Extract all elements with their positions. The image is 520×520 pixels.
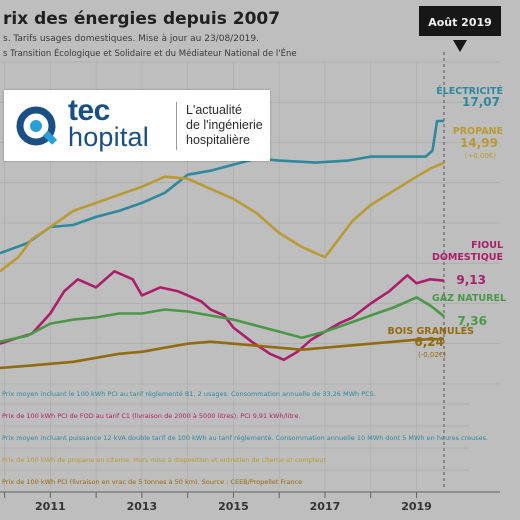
- x-tick-label: 2011: [35, 500, 66, 513]
- logo-tagline-line-2: de l'ingénierie: [186, 118, 263, 132]
- series-value-0: 17,07: [462, 95, 500, 109]
- series-value-4: 6,24: [414, 335, 444, 349]
- x-axis: 2011 2013 2015 2017 2019: [0, 491, 500, 513]
- x-tick-label: 2015: [218, 500, 249, 513]
- highlight-label: Août 2019: [428, 16, 492, 29]
- series-name-0: ÉLECTRICITÉ: [436, 85, 503, 97]
- chart-title: rix des énergies depuis 2007: [3, 9, 280, 29]
- series-line-0: [0, 119, 444, 255]
- series-line-2: [0, 270, 445, 362]
- footnote-1: Prix de 100 kWh PCI de FOD au tarif C1 (…: [2, 412, 301, 420]
- highlight-badge: Août 2019: [419, 6, 501, 52]
- footnote-3: Prix de 100 kWh de propane en citerne. H…: [2, 456, 328, 464]
- series-layer: [0, 119, 445, 370]
- series-line-1: [0, 161, 445, 273]
- series-name-1: PROPANE: [453, 126, 503, 137]
- series-line-4: [0, 337, 445, 370]
- series-name-2-line2: DOMESTIQUE: [432, 252, 503, 263]
- x-tick-label: 2019: [401, 500, 432, 513]
- logo-tagline-line-3: hospitalière: [186, 133, 250, 147]
- logo-brand-tec: tec: [68, 94, 110, 127]
- series-value-2: 9,13: [456, 273, 486, 287]
- highlight-arrow: [453, 40, 467, 52]
- chart-subtitle-1: s. Tarifs usages domestiques. Mise à jou…: [3, 34, 259, 44]
- series-name-4: BOIS GRANULÉS: [387, 325, 474, 337]
- series-sub-1: (+0,00€): [465, 152, 497, 160]
- series-value-3: 7,36: [457, 314, 487, 328]
- chart-subtitle-2: s Transition Écologique et Solidaire et …: [3, 47, 297, 59]
- series-name-2: FIOUL: [471, 240, 503, 251]
- logo-brand-hopital: hopital: [68, 122, 149, 152]
- series-name-3: GAZ NATUREL: [432, 293, 506, 304]
- techopital-logo-card[interactable]: tec hopital L'actualité de l'ingénierie …: [4, 90, 270, 161]
- footnote-2: Prix moyen incluant puissance 12 kVA dou…: [2, 434, 488, 442]
- notes-layer: Prix moyen incluant le 100 kWh PCI au ta…: [0, 390, 488, 493]
- logo-tagline: L'actualité de l'ingénierie hospitalière: [186, 103, 263, 148]
- logo-tagline-line-1: L'actualité: [186, 103, 242, 117]
- series-line-3: [0, 296, 445, 343]
- footnote-0: Prix moyen incluant le 100 kWh PCI au ta…: [2, 390, 376, 398]
- series-sub-4: (-0,02€): [418, 351, 446, 359]
- x-tick-label: 2017: [310, 500, 341, 513]
- x-tick-label: 2013: [127, 500, 158, 513]
- footnote-4: Prix de 100 kWh PCI (livraison en vrac d…: [2, 478, 302, 486]
- series-value-1: 14,99: [460, 136, 498, 150]
- techopital-logo-mark-icon: [16, 106, 58, 146]
- logo-divider: [176, 102, 177, 150]
